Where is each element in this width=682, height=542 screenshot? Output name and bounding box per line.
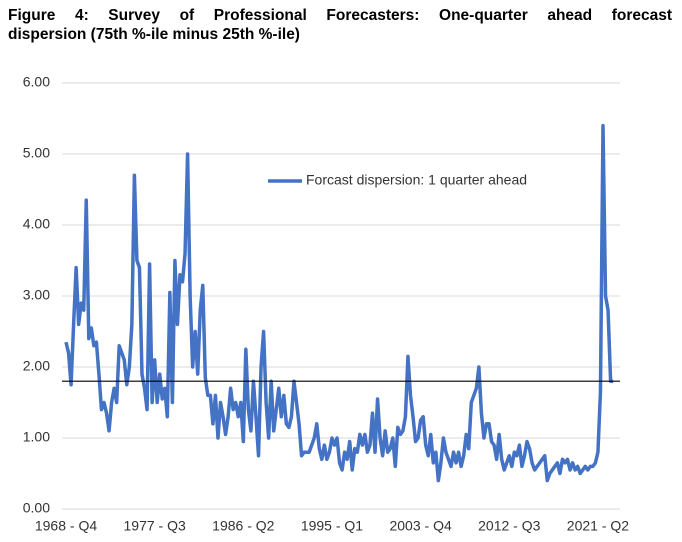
chart-title: Figure 4: Survey of Professional Forecas… (8, 6, 672, 44)
y-tick-label: 6.00 (23, 74, 50, 90)
y-tick-label: 4.00 (23, 216, 50, 232)
legend-label: Forcast dispersion: 1 quarter ahead (306, 172, 527, 188)
y-tick-label: 3.00 (23, 287, 50, 303)
title-line: dispersion (75th %-ile minus 25th %-ile) (8, 26, 300, 43)
x-tick-label: 2003 - Q4 (389, 518, 451, 534)
x-tick-label: 2012 - Q3 (478, 518, 540, 534)
x-tick-label: 1986 - Q2 (212, 518, 274, 534)
y-tick-label: 2.00 (23, 358, 50, 374)
x-tick-label: 1977 - Q3 (124, 518, 186, 534)
y-tick-label: 0.00 (23, 500, 50, 516)
data-line (64, 123, 614, 483)
y-tick-label: 5.00 (23, 145, 50, 161)
x-tick-label: 1968 - Q4 (35, 518, 97, 534)
y-tick-label: 1.00 (23, 429, 50, 445)
x-tick-label: 2021 - Q2 (567, 518, 629, 534)
title-line: Figure 4: Survey of Professional Forecas… (8, 7, 672, 24)
x-tick-label: 1995 - Q1 (301, 518, 363, 534)
